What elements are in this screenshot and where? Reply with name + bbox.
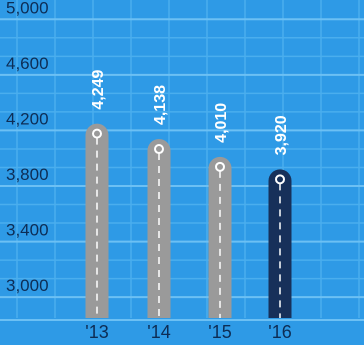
bar-group: 4,249 — [85, 69, 109, 318]
bar-marker — [92, 128, 102, 139]
y-tick-label: 3,000 — [6, 276, 49, 295]
y-axis: 3,000 3,400 3,800 4,200 4,600 5,000 — [6, 0, 49, 295]
data-label: 3,920 — [273, 115, 290, 155]
bar-marker — [215, 161, 225, 172]
data-label: 4,010 — [213, 103, 230, 143]
grid — [0, 0, 364, 321]
bar — [268, 169, 292, 318]
bar-marker — [275, 174, 285, 185]
y-tick-label: 3,400 — [6, 221, 49, 240]
bar-group: 4,138 — [147, 85, 171, 318]
y-tick-label: 3,800 — [6, 165, 49, 184]
data-label: 4,249 — [90, 69, 107, 109]
x-category-label: '16 — [268, 322, 291, 342]
x-category-label: '14 — [147, 322, 170, 342]
y-tick-label: 5,000 — [6, 0, 49, 17]
bar — [147, 139, 171, 318]
x-category-label: '15 — [208, 322, 231, 342]
data-label: 4,138 — [152, 85, 169, 125]
x-category-label: '13 — [85, 322, 108, 342]
y-tick-label: 4,600 — [6, 54, 49, 73]
bars: 4,249 4,138 4,010 3,920 — [85, 69, 292, 318]
bar-marker — [154, 144, 164, 155]
y-tick-label: 4,200 — [6, 109, 49, 128]
category-axis: '13 '14 '15 '16 — [85, 322, 291, 342]
bar-group: 4,010 — [208, 103, 232, 318]
bar-group: 3,920 — [268, 115, 292, 318]
